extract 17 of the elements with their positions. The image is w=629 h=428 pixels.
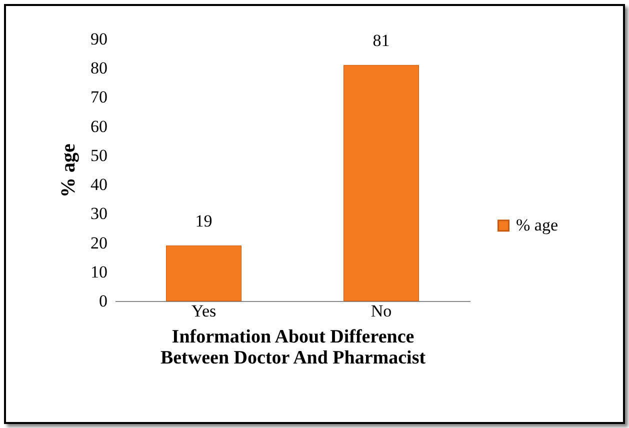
data-label: 81 (372, 31, 390, 50)
data-label: 19 (195, 212, 212, 231)
x-tick-label: No (370, 302, 392, 320)
y-tick-label: 0 (99, 292, 108, 310)
y-tick-label: 30 (90, 204, 108, 224)
y-axis-title: % age (58, 143, 80, 198)
legend-label: % age (516, 216, 558, 235)
y-tick-label: 60 (90, 116, 108, 136)
y-tick-label: 90 (90, 30, 108, 48)
y-tick-label: 80 (90, 58, 108, 78)
y-tick-label: 10 (90, 262, 108, 282)
y-tick-label: 50 (90, 146, 108, 165)
x-axis-title: Information About Difference Between Doctor And Pharmacist (160, 326, 426, 368)
x-tick-label: Yes (191, 302, 216, 320)
y-tick-label: 20 (90, 233, 108, 252)
y-tick-label: 40 (90, 175, 108, 194)
y-tick-label: 70 (90, 88, 108, 107)
